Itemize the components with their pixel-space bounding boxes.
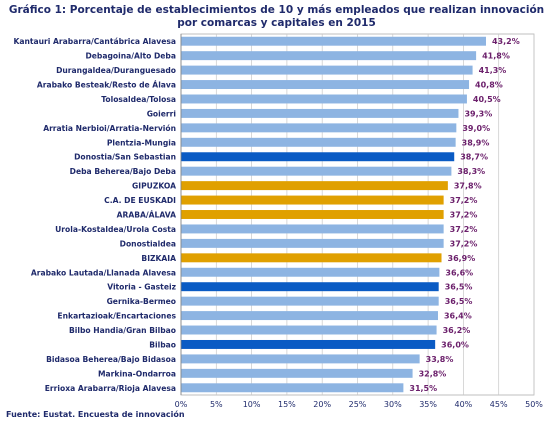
x-tick-label: 35% [419, 400, 437, 409]
bar [181, 181, 448, 191]
category-label: Plentzia-Mungia [107, 138, 176, 147]
bar [181, 354, 420, 364]
x-tick-label: 0% [175, 400, 188, 409]
value-label: 38,3% [457, 167, 485, 176]
bar [181, 108, 459, 118]
bar [181, 238, 444, 248]
category-label: Bilbo Handia/Gran Bilbao [69, 326, 176, 335]
category-label: Donostialdea [120, 239, 176, 248]
bar [181, 94, 467, 104]
category-label: Arabako Besteak/Resto de Álava [37, 81, 176, 90]
value-label: 32,8% [419, 369, 447, 378]
category-label: Enkartazioak/Encartaciones [57, 312, 176, 321]
bar [181, 51, 477, 61]
value-label: 41,8% [482, 52, 510, 61]
category-label: Vitoria - Gasteiz [107, 283, 176, 292]
bar [181, 36, 486, 46]
category-label: Deba Beherea/Bajo Deba [70, 167, 176, 176]
bar [181, 339, 436, 349]
category-label: Kantauri Arabarra/Cantábrica Alavesa [13, 37, 176, 46]
category-label: Donostia/San Sebastian [74, 153, 176, 162]
value-label: 36,5% [445, 297, 473, 306]
bar [181, 152, 455, 162]
category-label: Gernika-Bermeo [107, 297, 176, 306]
value-label: 38,7% [460, 153, 488, 162]
category-label: BIZKAIA [141, 254, 176, 263]
category-label: Debagoina/Alto Deba [85, 52, 176, 61]
bar [181, 123, 457, 133]
value-label: 31,5% [409, 384, 437, 393]
value-label: 36,4% [444, 312, 472, 321]
chart-title: Gráfico 1: Porcentaje de establecimiento… [8, 4, 545, 29]
category-label: Durangaldea/Duranguesado [56, 66, 176, 75]
bar [181, 137, 456, 147]
x-tick-label: 30% [384, 400, 402, 409]
category-label: Arratia Nerbioi/Arratia-Nervión [43, 124, 176, 133]
value-label: 39,3% [464, 109, 492, 118]
value-label: 36,0% [441, 340, 469, 349]
bar [181, 325, 437, 335]
category-label: Bidasoa Beherea/Bajo Bidasoa [46, 355, 176, 364]
value-label: 36,9% [448, 254, 476, 263]
value-label: 36,5% [445, 283, 473, 292]
value-label: 40,8% [475, 81, 503, 90]
category-label: Errioxa Arabarra/Rioja Alavesa [45, 384, 176, 393]
bar [181, 80, 470, 90]
bar [181, 267, 440, 277]
category-label: ARABA/ÁLAVA [117, 211, 176, 220]
value-label: 33,8% [426, 355, 454, 364]
source-note: Fuente: Eustat. Encuesta de innovación [6, 410, 185, 419]
x-tick-label: 15% [278, 400, 296, 409]
bar [181, 296, 439, 306]
value-label: 43,2% [492, 37, 520, 46]
category-label: Tolosaldea/Tolosa [101, 95, 176, 104]
value-label: 36,2% [443, 326, 471, 335]
category-label: C.A. DE EUSKADI [104, 196, 176, 205]
bar [181, 166, 452, 176]
value-label: 37,2% [450, 196, 478, 205]
value-label: 37,8% [454, 182, 482, 191]
bar [181, 253, 442, 263]
bar [181, 311, 438, 321]
category-label: Arabako Lautada/Llanada Alavesa [31, 268, 176, 277]
x-tick-label: 20% [313, 400, 331, 409]
x-tick-label: 45% [490, 400, 508, 409]
x-tick-label: 25% [349, 400, 367, 409]
x-tick-label: 50% [525, 400, 543, 409]
bar [181, 195, 444, 205]
category-label: Goierri [147, 109, 176, 118]
value-label: 38,9% [462, 138, 490, 147]
x-tick-label: 40% [455, 400, 473, 409]
category-label: Bilbao [149, 340, 176, 349]
bar [181, 224, 444, 234]
value-label: 39,0% [462, 124, 490, 133]
value-label: 37,2% [450, 239, 478, 248]
value-label: 40,5% [473, 95, 501, 104]
x-tick-label: 10% [243, 400, 261, 409]
value-label: 37,2% [450, 225, 478, 234]
bar [181, 368, 413, 378]
value-label: 36,6% [445, 268, 473, 277]
value-label: 37,2% [450, 211, 478, 220]
category-label: Urola-Kostaldea/Urola Costa [55, 225, 176, 234]
bar [181, 210, 444, 219]
bar [181, 65, 473, 75]
bar [181, 282, 439, 292]
bar [181, 383, 404, 393]
value-label: 41,3% [479, 66, 507, 75]
category-label: GIPUZKOA [132, 182, 176, 191]
x-tick-label: 5% [210, 400, 223, 409]
category-label: Markina-Ondarroa [98, 369, 176, 378]
